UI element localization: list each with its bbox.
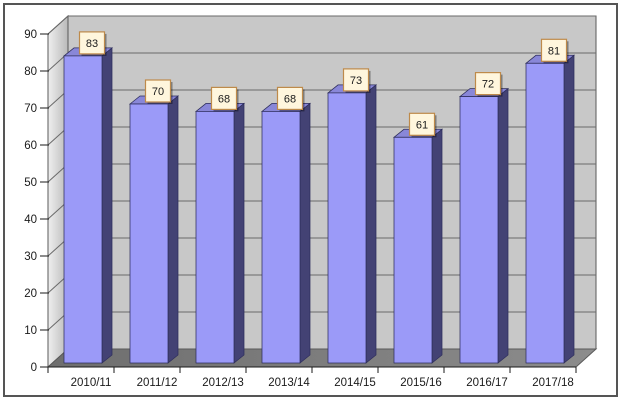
value-label-box <box>474 71 502 96</box>
y-axis-tick-label: 10 <box>24 325 37 337</box>
value-label: 68 <box>284 93 296 105</box>
bar-2011-12-front-face <box>129 103 169 364</box>
y-axis-tick-label: 30 <box>24 251 37 263</box>
y-axis-tick-label: 80 <box>24 66 37 78</box>
value-label: 81 <box>548 45 560 57</box>
x-category-label: 2011/12 <box>137 377 178 389</box>
y-axis-tick-label: 50 <box>24 177 37 189</box>
bar-2014-15-front-face <box>327 92 367 364</box>
value-label-box <box>78 31 106 55</box>
bar-2010-11-side-face <box>101 47 113 364</box>
x-category-label: 2016/17 <box>466 377 508 389</box>
bar-2013-14-front-face <box>261 111 301 364</box>
bar-2015-16-side-face <box>431 128 443 364</box>
x-category-label: 2010/11 <box>71 377 112 389</box>
bar-2017-18-front-face <box>525 62 565 364</box>
gridline-wall-diagonal <box>47 15 69 35</box>
x-category-label: 2017/18 <box>532 377 574 389</box>
y-axis-tick-label: 70 <box>24 103 37 115</box>
x-category-label: 2014/15 <box>334 377 376 389</box>
bar-2013-14-side-face <box>299 102 311 364</box>
x-category-label: 2012/13 <box>202 377 244 389</box>
bar-2012-13-side-face <box>233 102 245 364</box>
value-label-box <box>540 38 568 62</box>
value-label-box <box>276 86 304 111</box>
value-label-box <box>342 68 370 92</box>
bar-2017-18-side-face <box>563 54 575 364</box>
y-axis-tick-label: 90 <box>24 29 37 41</box>
y-axis-tick-label: 0 <box>31 362 37 374</box>
bar-2016-17-front-face <box>459 96 499 364</box>
value-label: 61 <box>416 119 428 131</box>
bar-2012-13-front-face <box>195 111 235 364</box>
y-axis-tick-label: 60 <box>24 140 37 152</box>
bar-2015-16-front-face <box>393 136 433 364</box>
value-label: 68 <box>218 93 230 105</box>
bar-2016-17-side-face <box>497 87 509 364</box>
y-axis-tick-label: 20 <box>24 288 37 300</box>
value-label: 70 <box>152 86 164 98</box>
x-category-label: 2013/14 <box>268 377 310 389</box>
value-label: 83 <box>86 38 98 50</box>
value-label-box <box>408 112 436 136</box>
bar-2014-15-side-face <box>365 84 377 364</box>
value-label: 72 <box>482 79 494 91</box>
bar-2011-12-side-face <box>167 95 179 364</box>
value-label: 73 <box>350 75 362 87</box>
bar-2010-11-front-face <box>63 55 103 364</box>
value-label-box <box>210 86 238 111</box>
y-axis-tick-label: 40 <box>24 214 37 226</box>
value-label-box <box>144 79 172 103</box>
x-category-label: 2015/16 <box>400 377 442 389</box>
